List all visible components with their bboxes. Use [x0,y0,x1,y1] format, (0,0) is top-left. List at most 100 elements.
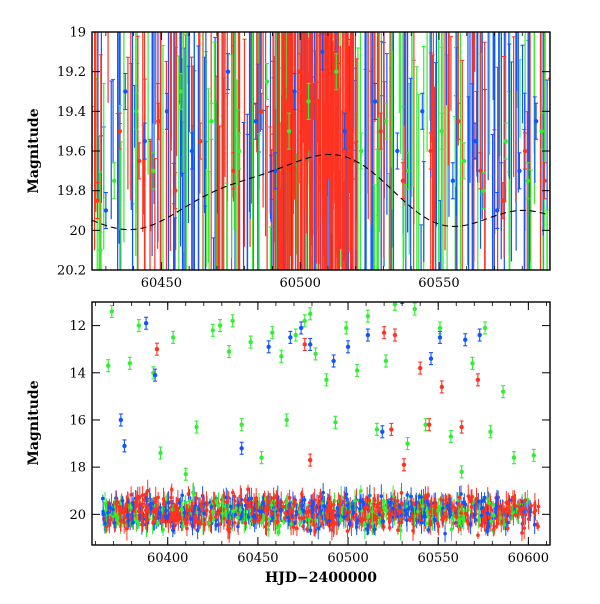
data-marker [489,519,493,523]
data-marker [473,139,477,143]
data-marker [329,129,333,133]
data-marker [407,502,411,506]
data-marker [428,149,432,153]
data-marker [259,109,263,113]
data-marker [237,149,241,153]
data-marker [523,149,527,153]
data-marker [118,129,122,133]
data-marker [533,503,537,507]
data-marker [144,492,148,496]
data-marker [539,129,543,133]
data-marker [214,524,218,528]
data-marker [246,488,250,492]
data-marker [171,524,175,528]
data-marker [506,526,510,530]
top-y-axis-label: Magnitude [26,108,42,193]
data-marker [143,498,147,502]
data-marker [372,502,376,506]
data-marker [190,149,194,153]
data-marker [101,497,105,501]
data-marker [448,509,452,513]
data-marker [298,69,302,73]
data-marker [236,525,240,529]
data-marker [312,99,316,103]
data-marker [373,99,377,103]
top-y-tick-label: 20.2 [57,264,86,279]
data-marker [382,520,386,524]
data-marker [156,119,160,123]
data-marker [456,119,460,123]
data-marker [125,527,129,531]
data-marker [412,502,416,506]
data-marker [345,492,349,496]
data-marker [267,499,271,503]
data-marker [401,179,405,183]
data-marker [209,119,213,123]
data-marker [164,509,168,513]
data-marker [240,515,244,519]
data-marker [312,523,316,527]
data-marker [511,496,515,500]
data-marker [370,522,374,526]
data-marker [231,169,235,173]
data-marker [292,89,296,93]
data-marker [181,524,185,528]
data-marker [526,179,530,183]
data-marker [278,524,282,528]
data-marker [321,491,325,495]
data-marker [379,508,383,512]
top-y-tick-label: 19.6 [57,145,86,160]
data-marker [276,520,280,524]
top-y-tick-label: 20 [69,224,86,239]
data-marker [520,531,524,535]
data-marker [283,516,287,520]
data-marker [98,248,102,252]
data-marker [173,188,177,192]
data-marker [406,169,410,173]
data-marker [368,499,372,503]
top-x-tick-label: 60500 [280,276,321,291]
data-marker [395,149,399,153]
data-marker [108,506,112,510]
data-marker [277,530,281,534]
data-marker [305,528,309,532]
data-marker [306,99,310,103]
data-marker [245,501,249,505]
data-marker [95,198,99,202]
data-marker [281,89,285,93]
data-marker [320,50,324,54]
data-marker [534,119,538,123]
data-marker [165,109,169,113]
data-marker [495,208,499,212]
data-marker [378,129,382,133]
data-marker [254,119,258,123]
top-y-tick-label: 19.8 [57,184,86,199]
data-marker [123,89,127,93]
data-marker [288,496,292,500]
data-marker [317,502,321,506]
data-marker [542,179,546,183]
data-marker [436,522,440,526]
data-marker [426,528,430,532]
data-marker [188,508,192,512]
data-marker [287,129,291,133]
top-y-tick-label: 19.4 [57,105,86,120]
data-marker [300,492,304,496]
data-marker [462,159,466,163]
data-marker [425,509,429,513]
data-marker [137,159,141,163]
data-marker [179,89,183,93]
data-marker [101,512,105,516]
data-marker [482,497,486,501]
data-marker [129,493,133,497]
data-marker [180,493,184,497]
data-marker [141,505,145,509]
data-marker [178,501,182,505]
top-y-tick-label: 19 [69,26,86,41]
data-marker [501,198,505,202]
data-marker [534,508,538,512]
data-marker [503,139,507,143]
data-marker [342,129,346,133]
